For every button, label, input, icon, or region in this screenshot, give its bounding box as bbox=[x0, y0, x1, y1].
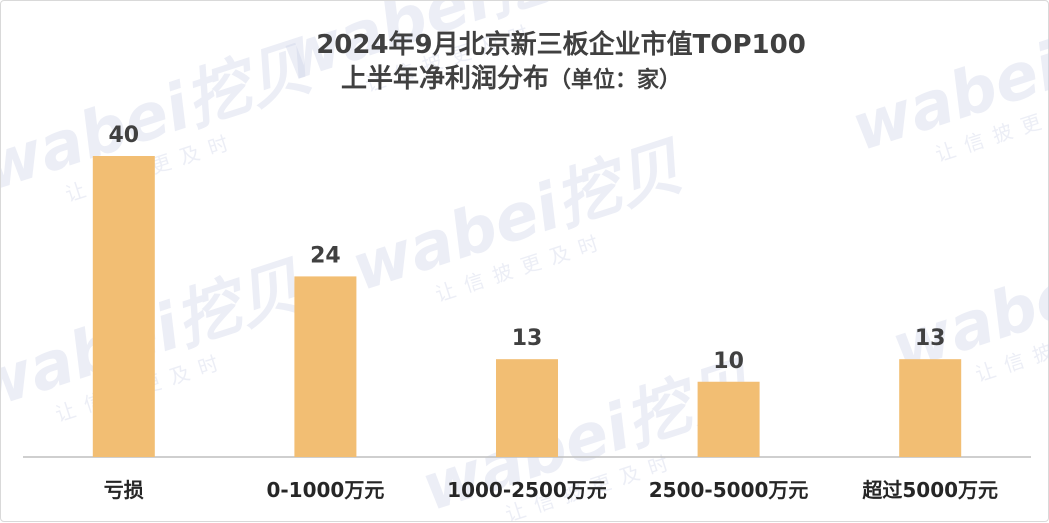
value-labels-group: 40 24 13 10 13 bbox=[108, 123, 945, 374]
svg-text:wabei挖贝: wabei挖贝 bbox=[1, 249, 314, 426]
category-label-3: 1000-2500万元 bbox=[447, 478, 607, 502]
category-label-1: 亏损 bbox=[104, 478, 144, 502]
bar-4 bbox=[697, 381, 760, 457]
category-label-5: 超过5000万元 bbox=[861, 478, 998, 502]
category-labels-group: 亏损 0-1000万元 1000-2500万元 2500-5000万元 超过5000万元 bbox=[104, 478, 998, 502]
svg-text:wabei挖贝: wabei挖贝 bbox=[1, 29, 324, 206]
bar-3 bbox=[496, 359, 558, 457]
bar-5 bbox=[899, 359, 962, 457]
value-label-4: 10 bbox=[713, 349, 744, 374]
value-label-1: 40 bbox=[108, 123, 139, 148]
category-label-2: 0-1000万元 bbox=[266, 478, 384, 502]
value-label-5: 13 bbox=[915, 326, 946, 351]
bar-1 bbox=[92, 156, 155, 457]
category-label-4: 2500-5000万元 bbox=[649, 478, 809, 502]
chart-title-unit: （单位：家） bbox=[549, 67, 681, 93]
chart-title-line1: 2024年9月北京新三板企业市值TOP100 bbox=[316, 29, 806, 60]
chart-title-line2: 上半年净利润分布 bbox=[341, 63, 549, 94]
value-label-3: 13 bbox=[512, 326, 543, 351]
value-label-2: 24 bbox=[310, 243, 341, 268]
bars-group bbox=[92, 156, 962, 457]
bar-2 bbox=[294, 276, 357, 457]
